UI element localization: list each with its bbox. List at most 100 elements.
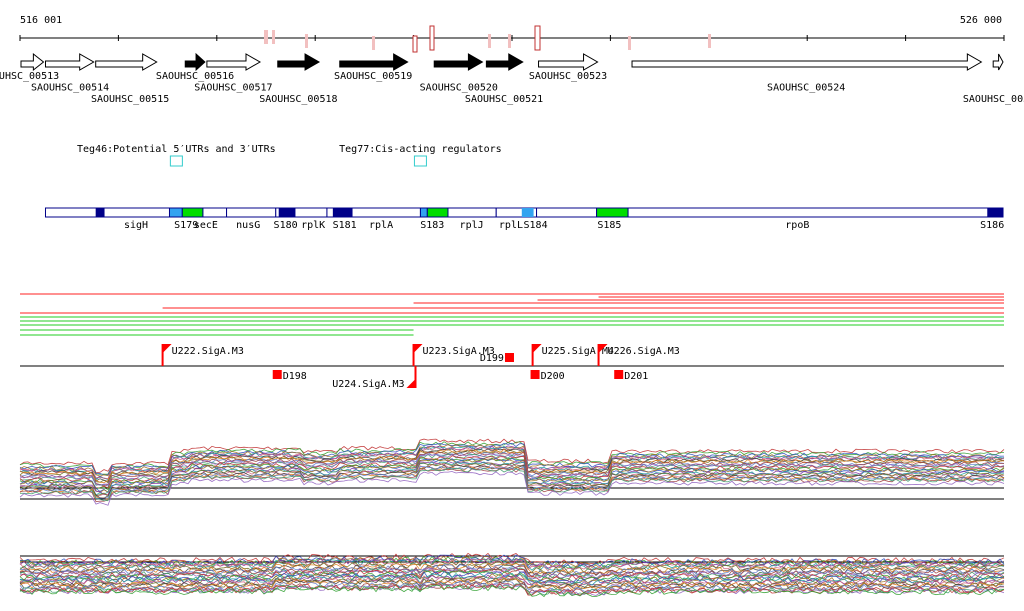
terminator-box	[272, 370, 282, 379]
transcript-track	[20, 293, 1004, 336]
gene-arrow	[95, 53, 158, 71]
promoter-label: U226.SigA.M3	[608, 346, 680, 357]
gene-label: SAOUHSC_00517	[194, 83, 272, 94]
gene-label: SAOUHSC_00525	[963, 94, 1024, 105]
operon-mark	[95, 208, 105, 217]
mapping-mark	[628, 36, 631, 50]
expression-profile	[19, 438, 1005, 474]
operon-segment	[226, 207, 277, 218]
expression-profile	[19, 580, 1005, 593]
expression-profile	[19, 463, 1005, 497]
operon-segment	[447, 207, 497, 218]
gene-arrow	[433, 53, 484, 71]
expression-track-1	[19, 438, 1005, 506]
operon-segment	[202, 207, 228, 218]
feature-track: Teg46:Potential 5′UTRs and 3′UTRs Teg77:C…	[77, 144, 502, 167]
mapping-mark	[488, 34, 491, 48]
expression-profile	[19, 567, 1005, 580]
feature-label: Teg46:Potential 5′UTRs and 3′UTRs	[77, 144, 276, 155]
operon-label: sigH	[124, 220, 148, 231]
gene-label: SAOUHSC_00524	[767, 83, 845, 94]
promoter-label: U225.SigA.M4	[542, 346, 614, 357]
operon-label: rplJ	[460, 220, 484, 231]
expression-profile	[19, 571, 1005, 585]
expression-profile	[19, 584, 1005, 598]
gene-arrow	[45, 53, 95, 71]
mapping-mark	[412, 35, 418, 53]
expression-profile	[20, 582, 1005, 596]
feature-box	[169, 155, 183, 167]
read-mapping-marks	[264, 25, 711, 53]
operon-mark	[278, 208, 296, 217]
gene-label: SAOUHSC_00516	[156, 71, 234, 82]
operon-label: S180	[274, 220, 298, 231]
expression-profile	[19, 455, 1005, 489]
expression-profile	[20, 467, 1005, 502]
expression-profile	[19, 558, 1005, 572]
coordinate-ruler: 516 001 526 000	[19, 15, 1005, 41]
gene-label: SAOUHSC_00523	[529, 71, 607, 82]
operon-segment	[426, 207, 449, 218]
promoter-flag	[413, 344, 423, 353]
operon-segment	[168, 207, 183, 218]
operon-label: rplL	[499, 220, 523, 231]
expression-profile	[19, 556, 1005, 570]
expression-profile	[19, 573, 1005, 585]
operon-mark	[521, 208, 534, 217]
promoter-flag	[598, 344, 608, 353]
expression-profile	[19, 564, 1005, 577]
gene-arrow	[20, 52, 45, 72]
feature-label: Teg77:Cis-acting regulators	[339, 144, 502, 155]
operon-label: S183	[420, 220, 444, 231]
operon-label: S184	[524, 220, 548, 231]
expression-profile	[19, 570, 1005, 583]
expression-profile	[19, 442, 1005, 476]
terminator-label: D200	[541, 371, 565, 382]
operon-label: rplA	[369, 220, 393, 231]
terminator-box	[614, 370, 624, 379]
expression-profile	[19, 565, 1005, 579]
promoter-terminator-track: U222.SigA.M3 U223.SigA.M3 U224.SigA.M3 U225…	[20, 344, 1004, 390]
operon-label: rpoB	[785, 220, 809, 231]
expression-profile	[19, 451, 1005, 487]
operon-mark	[987, 208, 1004, 217]
operon-segment	[419, 207, 428, 218]
expression-profile	[19, 441, 1005, 475]
operon-label: rplK	[301, 220, 325, 231]
feature-box	[413, 155, 427, 167]
ruler-end-label: 526 000	[960, 15, 1002, 26]
expression-profile	[19, 460, 1005, 496]
mapping-mark	[305, 34, 308, 48]
operon-mark	[332, 208, 353, 217]
expression-profile	[19, 562, 1005, 575]
gene-label: SAOUHSC_00514	[31, 83, 109, 94]
gene-label: SAOUHSC_00515	[91, 94, 169, 105]
expression-profile	[19, 568, 1005, 581]
operon-label: S186	[980, 220, 1004, 231]
gene-arrow	[206, 53, 262, 71]
expression-profile	[19, 471, 1005, 506]
operon-label: S179	[174, 220, 198, 231]
gene-arrow	[339, 53, 409, 71]
promoter-label: U224.SigA.M3	[332, 379, 404, 390]
gene-arrow	[184, 52, 206, 72]
promoter-flag	[532, 344, 542, 353]
expression-profile	[20, 453, 1005, 489]
operon-segment	[596, 207, 629, 218]
terminator-label: D198	[283, 371, 307, 382]
operon-segment	[44, 207, 170, 218]
operon-label: secE	[194, 220, 218, 231]
expression-profile	[19, 446, 1005, 480]
gene-arrow	[631, 53, 983, 71]
operon-label: nusG	[236, 220, 260, 231]
expression-profile	[19, 465, 1005, 499]
gene-label: SAOUHSC_00521	[465, 94, 543, 105]
promoter-flag	[406, 379, 416, 388]
promoter-flag	[162, 344, 172, 353]
gene-arrow	[538, 53, 599, 71]
terminator-box	[504, 353, 514, 362]
operon-segment	[627, 207, 1004, 218]
operon-label: S185	[597, 220, 621, 231]
